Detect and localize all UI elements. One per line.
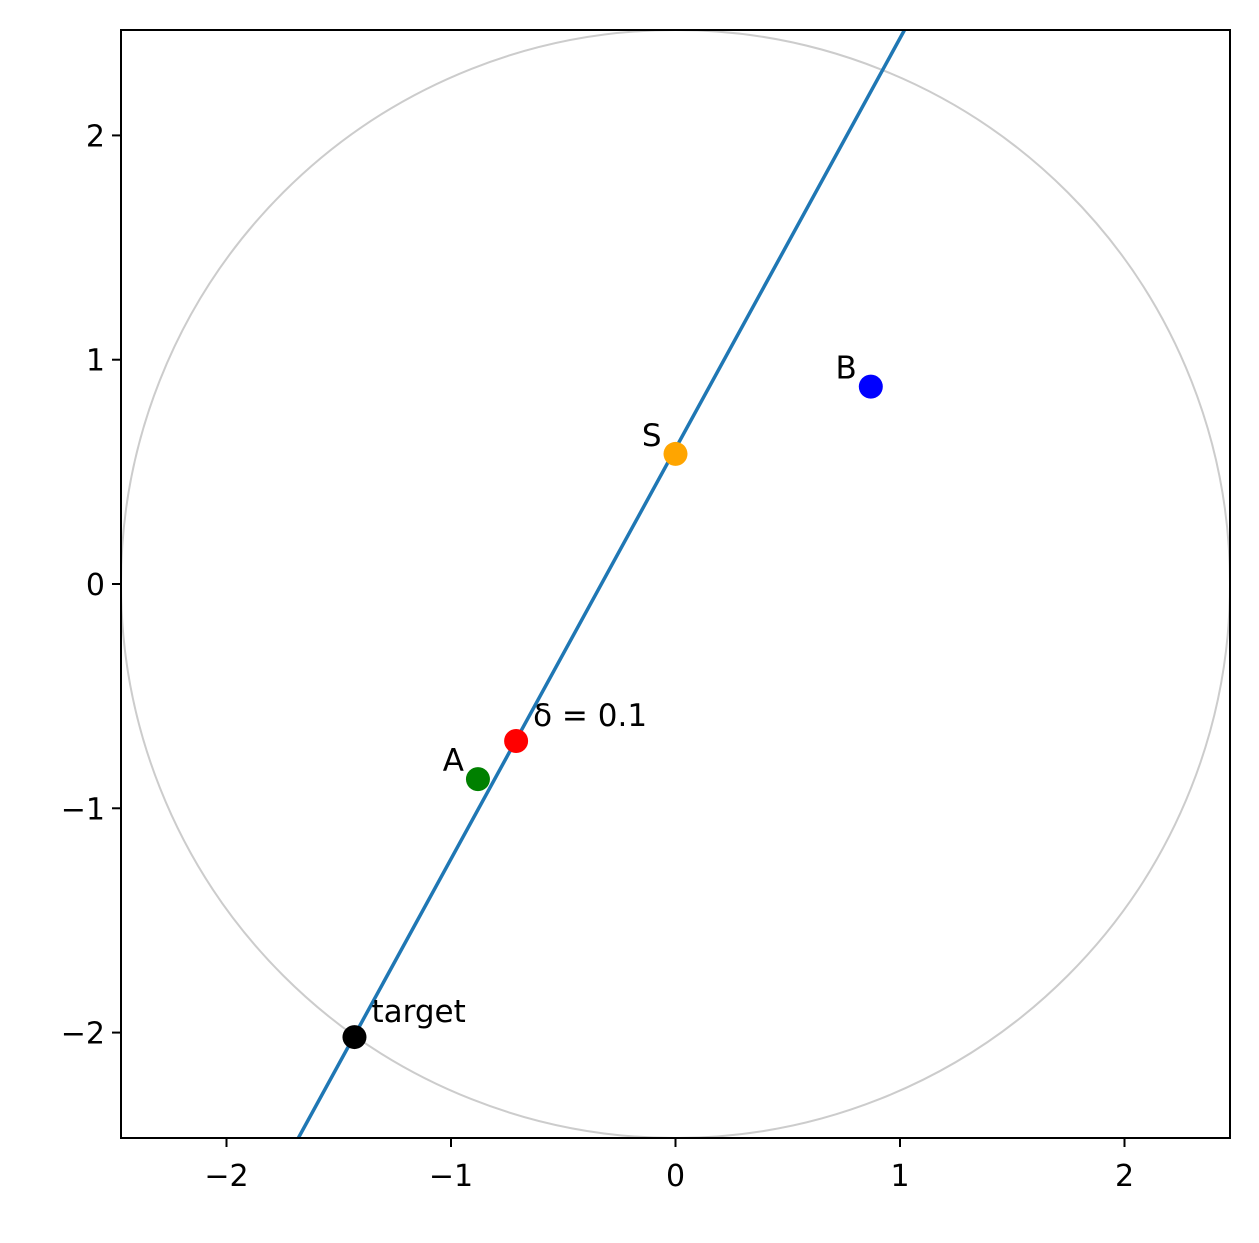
y-tick-label: 2 xyxy=(86,119,105,154)
label-layer: S B Aδ = 0.1 target xyxy=(371,351,856,1030)
x-tick-label: 2 xyxy=(1115,1159,1134,1194)
x-tick-label: −1 xyxy=(429,1159,473,1194)
point-A xyxy=(465,767,490,792)
point-target xyxy=(342,1025,367,1050)
x-tick-label: 1 xyxy=(890,1159,909,1194)
x-tick-label: −2 xyxy=(204,1159,248,1194)
point-label-S: S xyxy=(642,418,662,454)
point-label-A: A xyxy=(443,743,464,779)
point-label-delta: δ = 0.1 xyxy=(533,698,647,734)
point-label-target: target xyxy=(371,994,465,1030)
series-line xyxy=(296,30,907,1138)
point-delta xyxy=(504,729,529,754)
point-B xyxy=(858,374,883,399)
y-tick-label: 1 xyxy=(86,344,105,379)
plot-layer xyxy=(121,30,1230,1138)
y-tick-label: −1 xyxy=(61,792,105,827)
plot-frame xyxy=(120,29,1231,1139)
axis-layer: −2 −1 0 1 2 −2 −1 0 1 2 xyxy=(61,119,1134,1194)
point-S xyxy=(663,441,688,466)
boundary-circle xyxy=(121,30,1230,1138)
y-tick-label: −2 xyxy=(61,1017,105,1052)
point-label-B: B xyxy=(836,351,857,387)
x-tick-label: 0 xyxy=(666,1159,685,1194)
y-tick-label: 0 xyxy=(86,568,105,603)
